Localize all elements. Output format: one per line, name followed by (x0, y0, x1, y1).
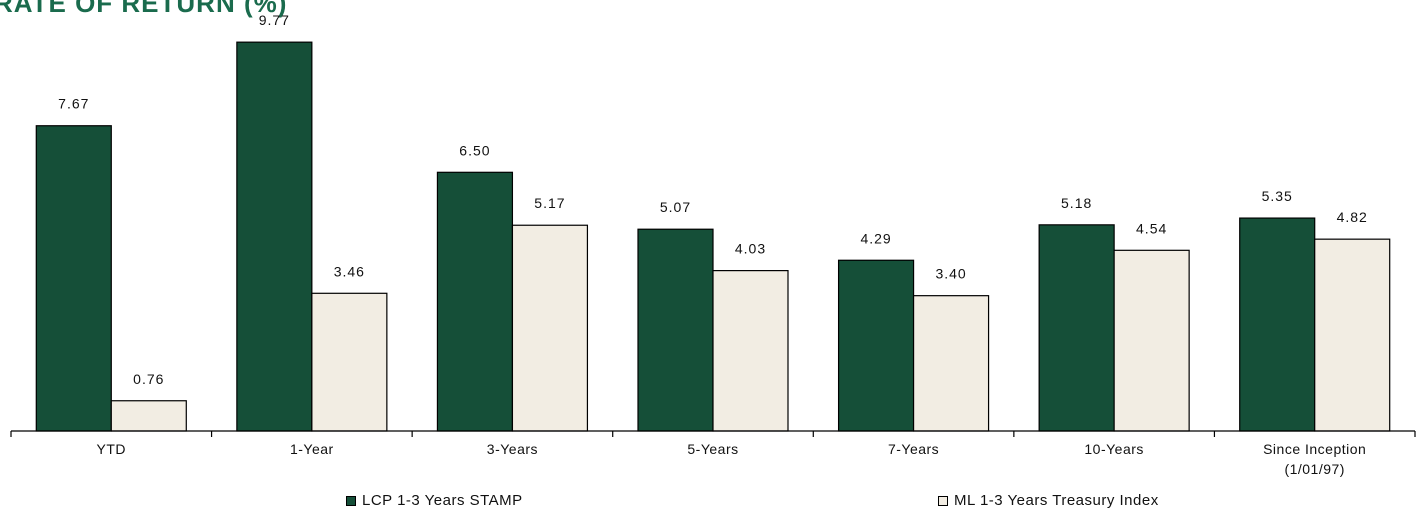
legend-label-treasury: ML 1-3 Years Treasury Index (954, 492, 1159, 509)
bar-treasury-2 (512, 225, 587, 431)
bar-treasury-3 (713, 271, 788, 431)
data-label-treasury-3: 4.03 (735, 241, 766, 257)
data-label-stamp-3: 5.07 (660, 199, 691, 215)
data-label-stamp-6: 5.35 (1262, 188, 1293, 204)
data-label-stamp-2: 6.50 (459, 142, 490, 158)
tick-label-3: 5-Years (687, 441, 738, 457)
bar-chart: 7.67 0.76 YTD 9.77 3.46 1-Year 6.50 5.17 3-Years… (0, 0, 1418, 492)
legend-label-stamp: LCP 1-3 Years STAMP (362, 492, 523, 509)
legend-swatch-stamp (346, 496, 356, 506)
bar-stamp-1 (237, 42, 312, 431)
data-label-treasury-0: 0.76 (133, 371, 164, 387)
bar-stamp-4 (839, 260, 914, 431)
data-label-treasury-2: 5.17 (534, 195, 565, 211)
bar-treasury-1 (312, 293, 387, 431)
data-label-treasury-5: 4.54 (1136, 220, 1167, 236)
bar-treasury-6 (1315, 239, 1390, 431)
legend-swatch-treasury (938, 496, 948, 506)
data-label-stamp-1: 9.77 (259, 12, 290, 28)
legend-item-stamp: LCP 1-3 Years STAMP (346, 492, 523, 509)
bar-stamp-0 (36, 126, 111, 431)
tick-label-6-line-0: Since Inception (1263, 441, 1366, 457)
bar-stamp-2 (437, 172, 512, 431)
bar-treasury-0 (111, 401, 186, 431)
bar-treasury-4 (914, 296, 989, 431)
bar-stamp-3 (638, 229, 713, 431)
tick-label-6-line-1: (1/01/97) (1284, 461, 1345, 477)
legend-item-treasury: ML 1-3 Years Treasury Index (938, 492, 1159, 509)
data-label-stamp-0: 7.67 (58, 96, 89, 112)
bar-treasury-5 (1114, 250, 1189, 431)
data-label-treasury-4: 3.40 (935, 266, 966, 282)
data-label-treasury-1: 3.46 (334, 263, 365, 279)
tick-label-0: YTD (97, 441, 127, 457)
data-label-stamp-4: 4.29 (860, 230, 891, 246)
tick-label-5: 10-Years (1084, 441, 1144, 457)
tick-label-4: 7-Years (888, 441, 939, 457)
data-label-stamp-5: 5.18 (1061, 195, 1092, 211)
tick-label-1: 1-Year (290, 441, 334, 457)
tick-label-2: 3-Years (487, 441, 538, 457)
bar-stamp-5 (1039, 225, 1114, 431)
bar-stamp-6 (1240, 218, 1315, 431)
data-label-treasury-6: 4.82 (1337, 209, 1368, 225)
